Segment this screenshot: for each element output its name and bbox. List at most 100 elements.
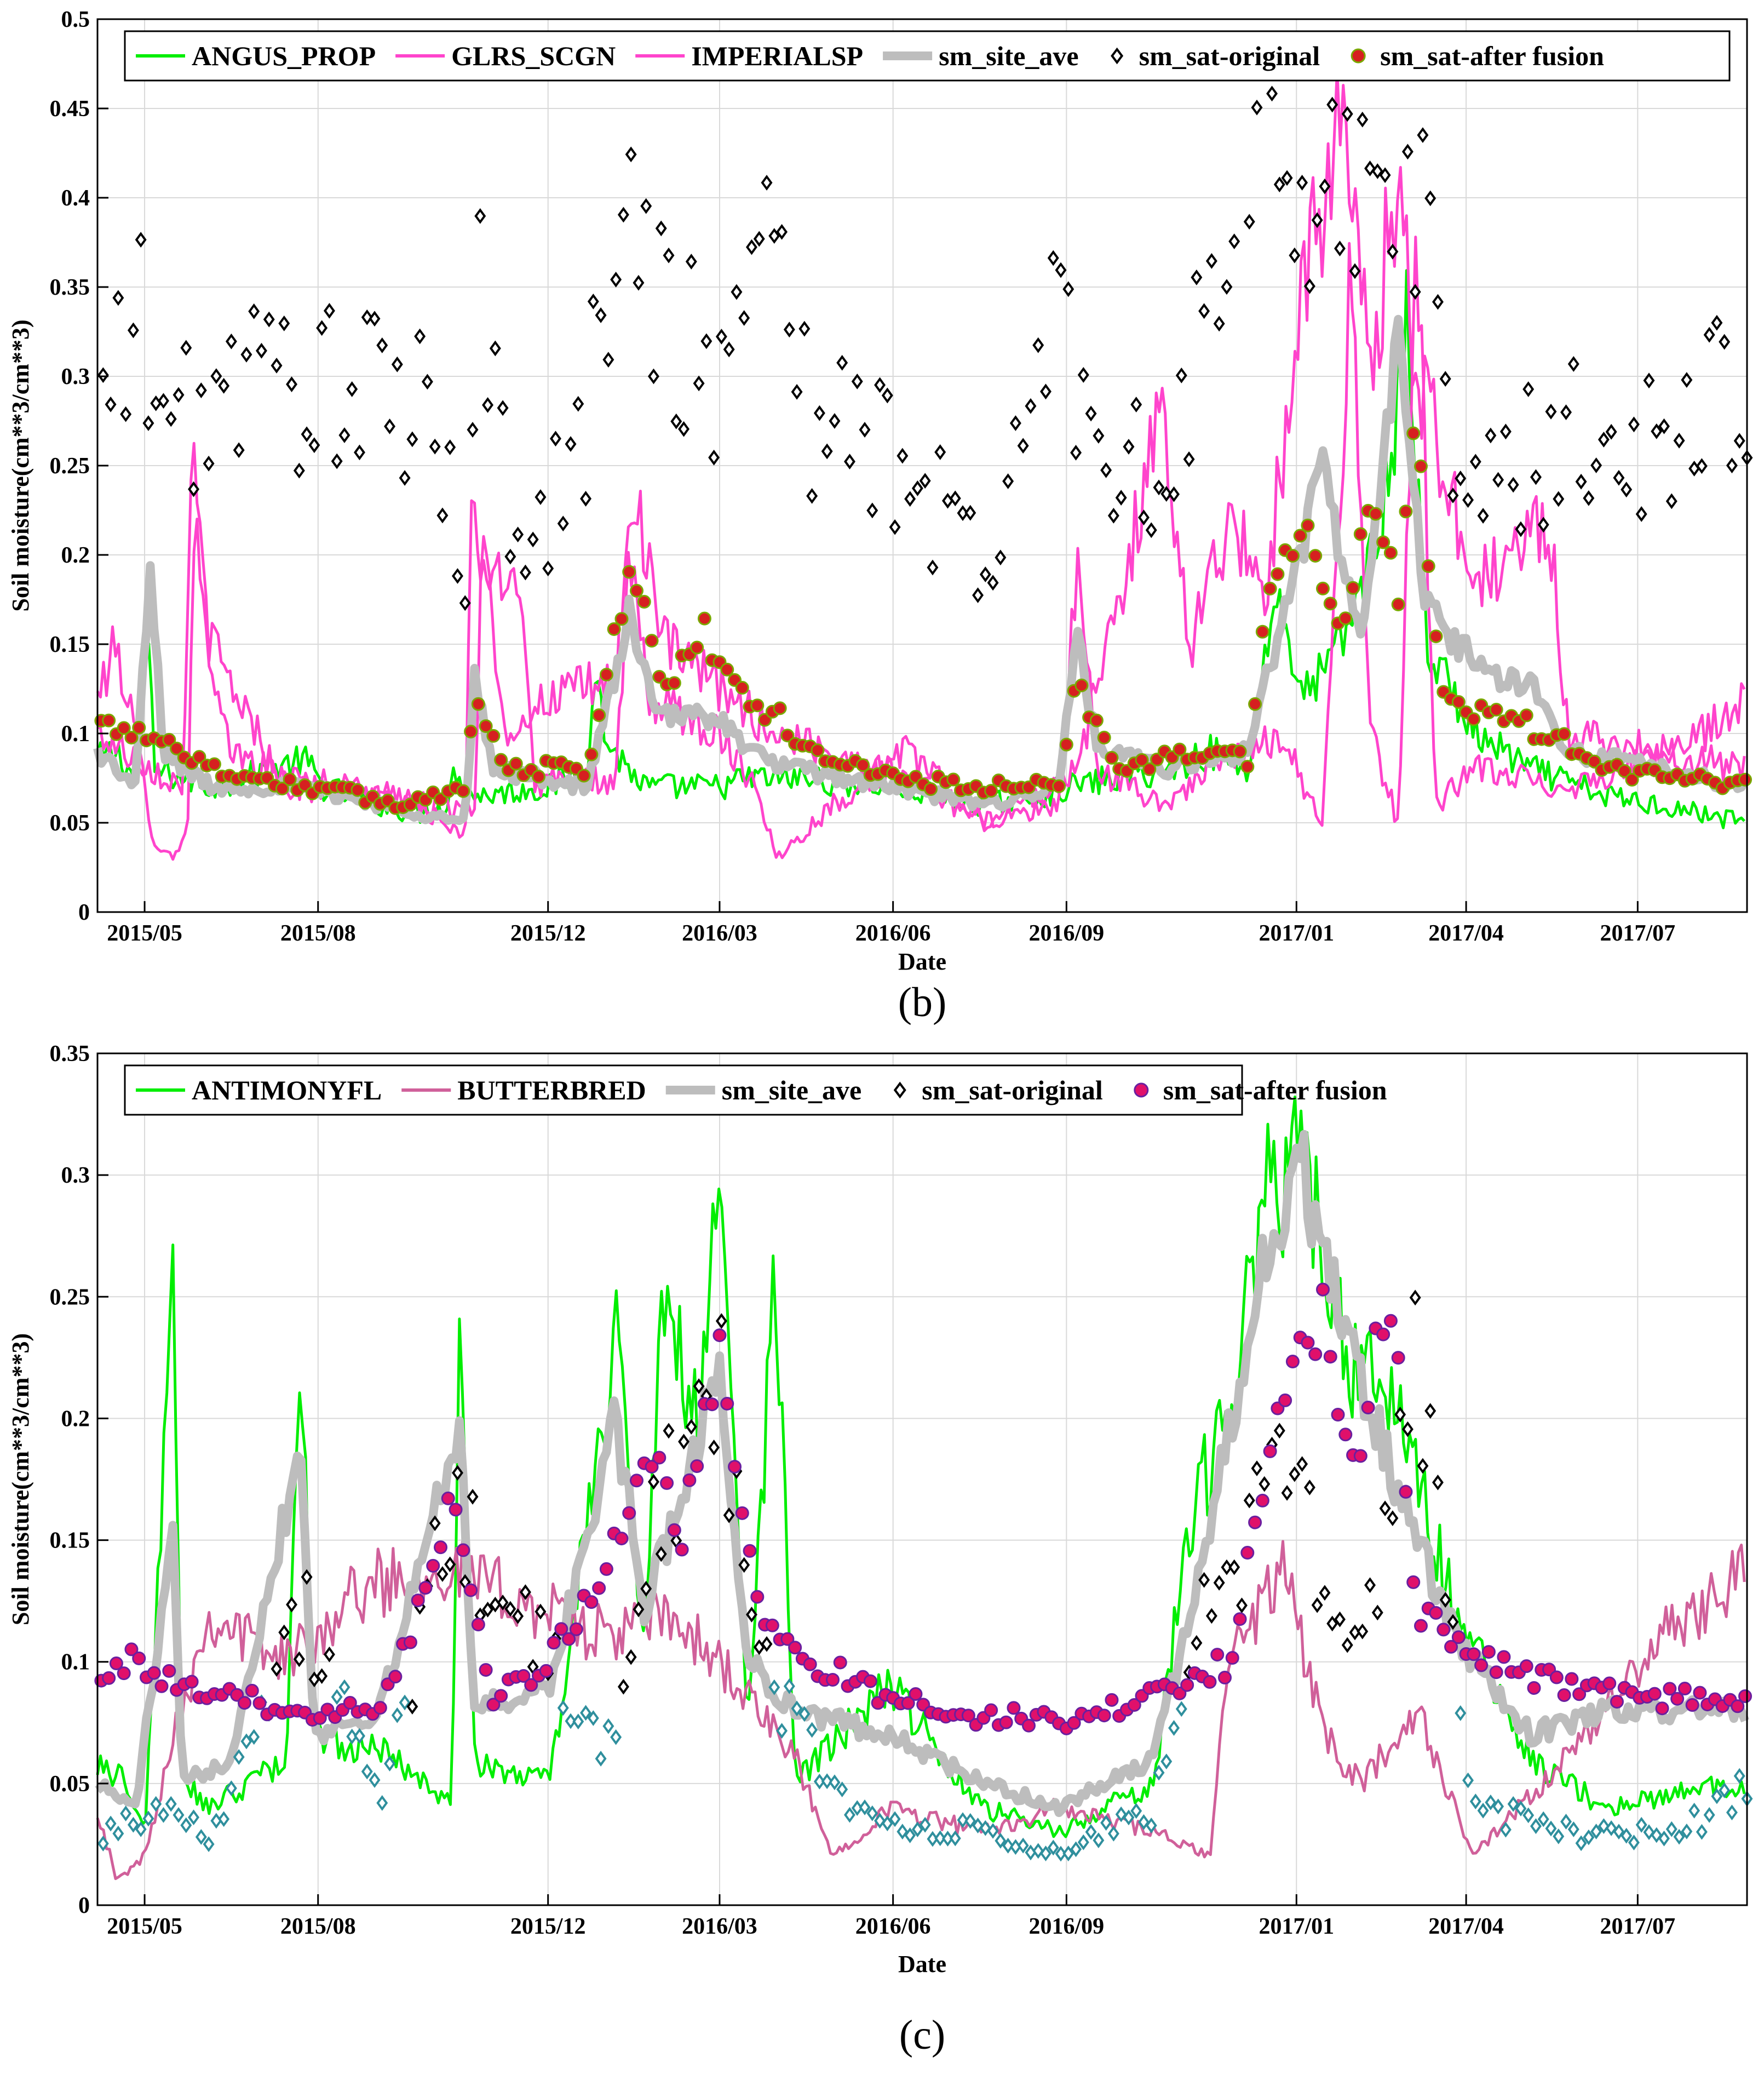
data-point-diamond xyxy=(338,1679,350,1695)
data-point-diamond xyxy=(685,1419,697,1435)
data-point-diamond xyxy=(610,1729,622,1745)
data-point-dot xyxy=(486,1698,501,1712)
data-point-diamond xyxy=(1145,522,1157,538)
data-point-diamond xyxy=(685,254,697,270)
data-point-diamond xyxy=(1273,1423,1285,1439)
data-point-diamond xyxy=(1311,1597,1323,1613)
legend-item: sm_site_ave xyxy=(665,1075,861,1105)
series-antimonyfl xyxy=(96,1096,1746,1838)
data-point-diamond xyxy=(813,405,825,421)
x-tick-label: 2016/03 xyxy=(682,921,757,946)
data-point-diamond xyxy=(1085,1824,1097,1840)
data-point-diamond xyxy=(625,1649,637,1665)
data-point-diamond xyxy=(384,1756,396,1772)
data-point-dot xyxy=(833,1655,847,1670)
data-point-diamond xyxy=(97,1836,109,1852)
data-point-diamond xyxy=(1711,1788,1723,1804)
data-point-diamond xyxy=(964,505,976,521)
data-point-dot xyxy=(411,1593,425,1608)
data-point-diamond xyxy=(836,354,848,371)
data-point-diamond xyxy=(165,411,177,427)
data-point-diamond xyxy=(293,462,305,479)
data-point-dot xyxy=(1474,1658,1489,1672)
data-point-diamond xyxy=(798,320,811,337)
data-point-dot xyxy=(1210,1648,1225,1662)
data-point-dot xyxy=(441,1491,455,1505)
data-point-diamond xyxy=(1115,1806,1127,1822)
y-tick-label: 0.3 xyxy=(61,1163,90,1188)
data-point-diamond xyxy=(436,507,449,524)
data-point-diamond xyxy=(308,437,320,454)
series-glrs-scgn xyxy=(96,236,1746,861)
data-point-dot xyxy=(645,634,659,648)
data-point-diamond xyxy=(972,587,984,604)
data-point-diamond xyxy=(1289,247,1301,263)
data-point-dot xyxy=(1180,1678,1194,1692)
data-point-diamond xyxy=(240,1733,252,1750)
chart-b-y-axis-label: Soil moisture(cm**3/cm**3) xyxy=(7,319,34,611)
data-point-diamond xyxy=(1039,1845,1051,1861)
data-point-dot xyxy=(298,778,312,792)
data-point-diamond xyxy=(723,1507,735,1523)
data-point-diamond xyxy=(1319,178,1331,194)
data-point-dot xyxy=(1301,1335,1315,1350)
data-point-diamond xyxy=(1228,1559,1240,1575)
data-point-diamond xyxy=(1530,469,1542,485)
data-point-dot xyxy=(984,784,998,798)
data-point-diamond xyxy=(1387,1510,1399,1526)
series-sm-sat-original xyxy=(97,1289,1753,1862)
data-point-dot xyxy=(1105,1693,1119,1707)
legend-swatch xyxy=(893,1081,906,1099)
data-point-diamond xyxy=(663,1423,675,1439)
data-point-dot xyxy=(697,611,711,626)
data-point-diamond xyxy=(806,1722,818,1738)
data-point-diamond xyxy=(1485,1794,1497,1810)
data-point-dot xyxy=(1173,1686,1187,1700)
data-point-diamond xyxy=(1191,1635,1203,1651)
data-point-diamond xyxy=(105,396,117,412)
data-point-diamond xyxy=(1651,1827,1663,1843)
data-point-diamond xyxy=(550,431,561,447)
data-point-diamond xyxy=(1492,472,1504,488)
y-tick-label: 0.05 xyxy=(50,1772,90,1797)
data-point-diamond xyxy=(1055,262,1067,278)
data-point-diamond xyxy=(323,1646,335,1663)
x-tick-label: 2016/06 xyxy=(855,1914,931,1939)
y-tick-label: 0.3 xyxy=(61,364,90,389)
data-point-dot xyxy=(1677,1682,1692,1696)
x-tick-label: 2015/12 xyxy=(510,1914,586,1939)
data-point-dot xyxy=(622,1506,636,1520)
data-point-diamond xyxy=(572,1713,584,1730)
data-point-diamond xyxy=(1137,509,1150,526)
data-point-diamond xyxy=(715,1313,727,1329)
series-line xyxy=(96,1096,1746,1838)
data-point-dot xyxy=(547,1636,561,1650)
data-point-diamond xyxy=(1319,1585,1331,1601)
data-point-dot xyxy=(923,782,938,796)
data-point-dot xyxy=(901,1696,915,1710)
data-point-diamond xyxy=(497,1595,509,1610)
data-point-diamond xyxy=(542,560,554,577)
data-point-diamond xyxy=(127,1816,139,1833)
data-point-dot xyxy=(720,662,734,677)
data-point-diamond xyxy=(768,1679,780,1695)
data-point-diamond xyxy=(768,228,780,244)
data-point-diamond xyxy=(995,1832,1007,1849)
series-butterbred xyxy=(96,1540,1746,1881)
data-point-diamond xyxy=(1243,214,1255,230)
data-point-diamond xyxy=(218,377,230,394)
data-point-diamond xyxy=(1130,1803,1142,1819)
data-point-diamond xyxy=(248,1729,260,1745)
data-point-diamond xyxy=(1719,334,1731,350)
data-point-diamond xyxy=(301,426,313,443)
data-point-dot xyxy=(132,720,146,735)
data-point-dot xyxy=(1217,1671,1232,1685)
data-point-dot xyxy=(117,1666,131,1681)
data-point-dot xyxy=(464,1583,478,1597)
y-tick-label: 0.35 xyxy=(50,275,90,300)
data-point-diamond xyxy=(1296,1456,1308,1472)
data-point-dot xyxy=(1557,727,1571,741)
data-point-diamond xyxy=(979,1820,991,1836)
data-point-diamond xyxy=(843,1807,855,1823)
y-tick-label: 0.5 xyxy=(61,7,90,32)
